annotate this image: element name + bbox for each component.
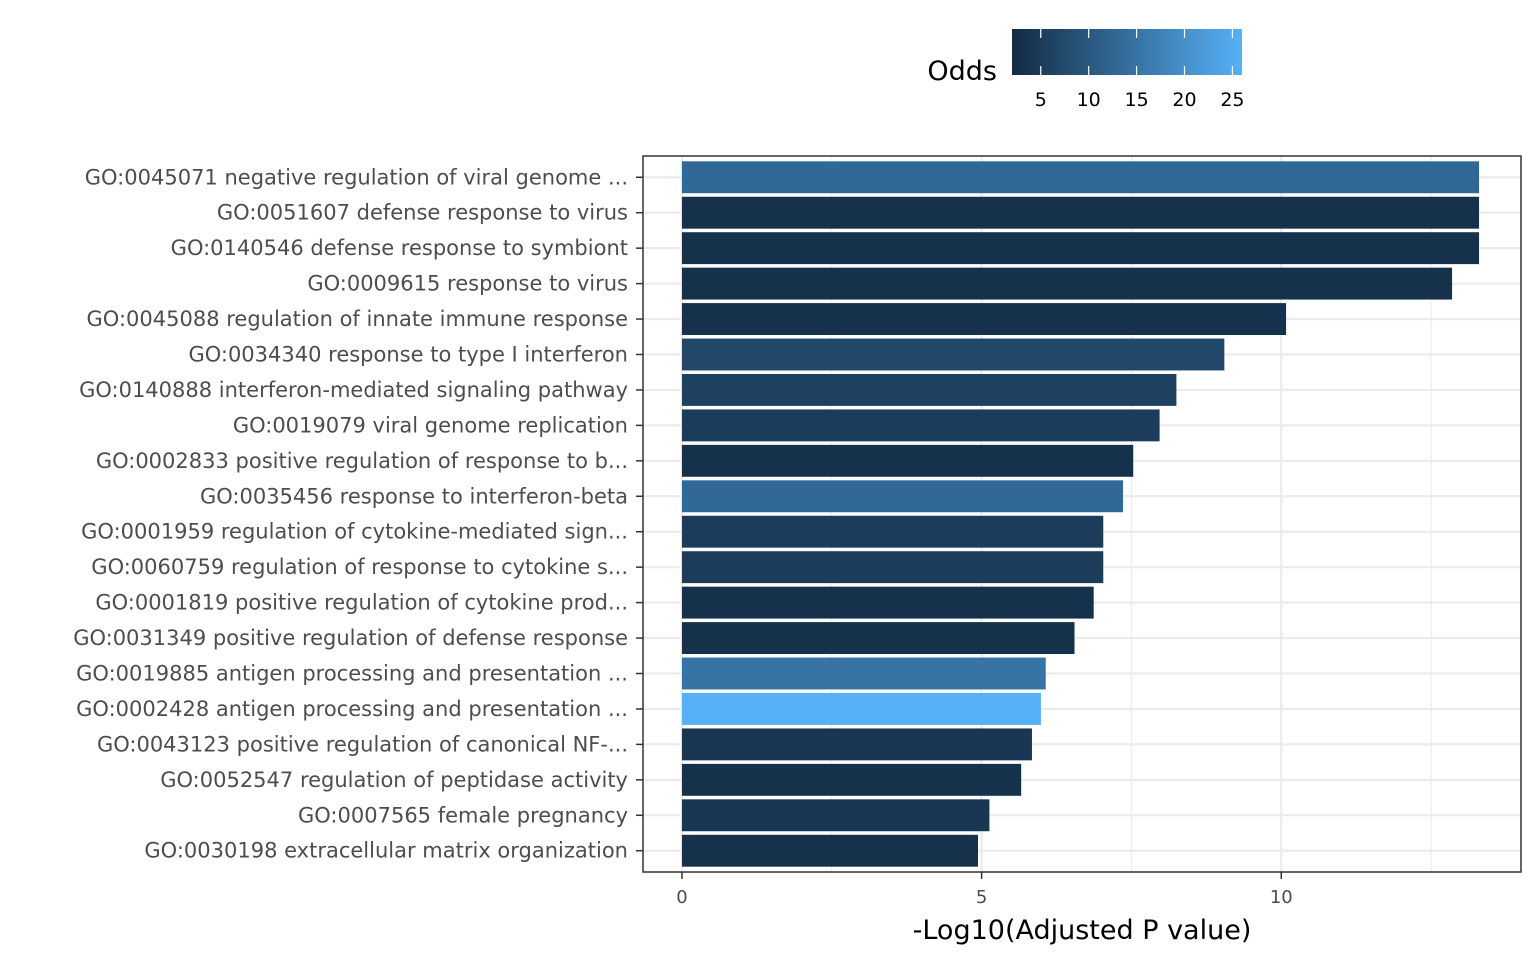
legend-tick-label: 10 [1077,89,1101,111]
bar [681,303,1287,335]
bar [681,373,1177,406]
legend-tick-label: 20 [1172,89,1196,111]
y-tick-label: GO:0035456 response to interferon-beta [200,484,628,508]
y-tick-label: GO:0045071 negative regulation of viral … [85,165,628,189]
y-tick-label: GO:0030198 extracellular matrix organiza… [144,839,628,863]
bar [681,409,1160,442]
bar [681,834,979,867]
bar [681,338,1225,371]
y-tick-label: GO:0045088 regulation of innate immune r… [87,307,628,331]
bar [681,161,1480,194]
y-tick-label: GO:0140888 interferon-mediated signaling… [79,378,628,402]
y-tick-label: GO:0140546 defense response to symbiont [171,236,628,260]
bar [681,799,990,832]
bar [681,267,1453,300]
bar [681,693,1041,725]
bar [681,657,1046,690]
bar [681,586,1094,619]
y-tick-label: GO:0009615 response to virus [307,272,628,296]
y-tick-label: GO:0019885 antigen processing and presen… [76,662,628,686]
y-tick-label: GO:0052547 regulation of peptidase activ… [160,768,628,792]
legend-title: Odds [927,56,997,87]
bar [681,444,1134,477]
bar [681,728,1032,761]
y-tick-label: GO:0019079 viral genome replication [233,413,628,437]
legend: Odds 5 10 15 20 25 [927,29,1245,111]
bars [681,161,1480,867]
x-axis-title: -Log10(Adjusted P value) [913,915,1252,946]
y-tick-label: GO:0034340 response to type I interferon [188,342,628,366]
y-axis: GO:0045071 negative regulation of viral … [73,165,643,863]
y-tick-label: GO:0002428 antigen processing and presen… [76,697,628,721]
y-tick-label: GO:0051607 defense response to virus [217,201,628,225]
bar [681,480,1124,513]
x-axis: 0 5 10 [676,872,1293,908]
y-tick-label: GO:0043123 positive regulation of canoni… [97,732,628,756]
y-tick-label: GO:0007565 female pregnancy [298,803,628,827]
x-tick-label: 5 [976,887,987,908]
bar [681,196,1480,229]
legend-colorbar [1012,29,1242,75]
legend-tick-label: 25 [1220,89,1244,111]
legend-tick-label: 5 [1035,89,1047,111]
x-tick-label: 0 [676,887,687,908]
y-tick-label: GO:0060759 regulation of response to cyt… [91,555,628,579]
y-tick-label: GO:0001819 positive regulation of cytoki… [95,591,628,615]
x-tick-label: 10 [1270,887,1293,908]
bar [681,763,1022,796]
y-tick-label: GO:0002833 positive regulation of respon… [96,449,628,473]
y-tick-label: GO:0031349 positive regulation of defens… [73,626,628,650]
plot-panel-border [642,155,1522,873]
bar [681,515,1104,548]
bar [681,232,1480,265]
legend-tick-label: 15 [1124,89,1148,111]
bar [681,622,1075,655]
bar [681,551,1104,584]
y-tick-label: GO:0001959 regulation of cytokine-mediat… [81,520,628,544]
